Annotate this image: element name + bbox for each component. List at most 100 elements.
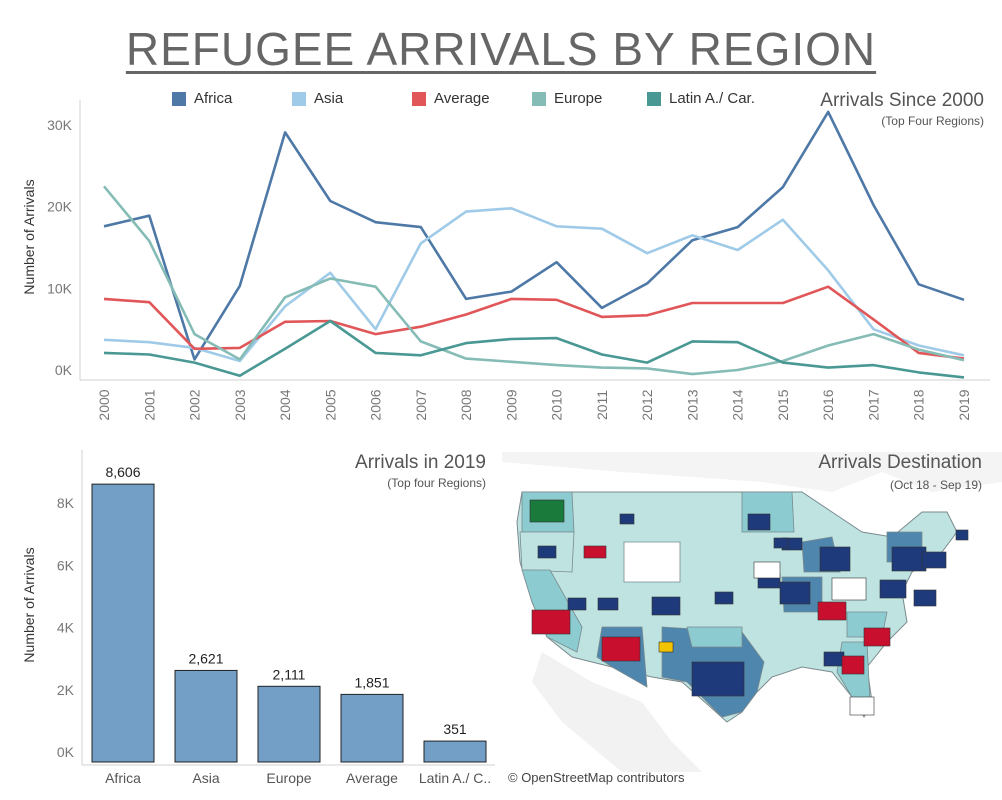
state-flag-icon (531, 609, 571, 635)
x-tick-label: 2016 (820, 389, 836, 420)
state-flag-icon (849, 696, 875, 716)
state-flag-icon (529, 499, 565, 523)
state-flag-icon (619, 513, 635, 525)
bar-chart: 0K 2K 4K 6K 8K Number of Arrivals 8,606 Africa 2… (21, 450, 495, 786)
state-flag-icon (819, 546, 851, 572)
bar (257, 685, 321, 763)
bar (423, 740, 487, 763)
x-tick-label: 2001 (141, 389, 157, 420)
legend-item[interactable]: Average (412, 90, 532, 107)
state-flag-icon (913, 589, 937, 607)
y-tick-label: 10K (47, 280, 73, 296)
state-flag-icon (714, 591, 734, 605)
bar-chart-title: Arrivals in 2019 (355, 452, 486, 473)
x-tick-label: 2014 (730, 389, 746, 420)
state-flag-icon (921, 551, 947, 569)
dashboard-title: REFUGEE ARRIVALS BY REGION (125, 23, 877, 75)
bar-value-label: 8,606 (105, 464, 140, 480)
line-chart-subtitle: (Top Four Regions) (881, 114, 984, 128)
state-flag-icon (863, 627, 891, 647)
state-flag-icon (747, 513, 771, 531)
bar-category-label: Average (346, 770, 398, 786)
bar-value-label: 1,851 (354, 674, 389, 690)
bar-value-label: 2,621 (188, 650, 223, 666)
state-flag-icon (831, 577, 867, 601)
x-tick-label: 2008 (458, 389, 474, 420)
mexico-land (532, 652, 702, 772)
x-tick-label: 2003 (232, 389, 248, 420)
x-tick-label: 2012 (639, 389, 655, 420)
state-flag-icon (841, 655, 865, 675)
x-tick-label: 2011 (594, 390, 610, 420)
line-legend: Africa Asia Average Europe Latin A./ Car. (172, 90, 787, 107)
bar-category-label: Europe (266, 770, 311, 786)
bar-y-tick-label: 6K (57, 557, 75, 573)
x-tick-label: 2002 (187, 389, 203, 420)
legend-swatch (412, 91, 426, 106)
series-line (103, 319, 965, 379)
y-tick-label: 30K (47, 117, 73, 133)
bar-chart-subtitle: (Top four Regions) (387, 476, 486, 490)
legend-label: Africa (194, 90, 233, 107)
state-flag-icon (779, 581, 811, 605)
legend-label: Asia (314, 90, 344, 107)
bar-category-label: Africa (105, 770, 141, 786)
state-flag-icon (567, 597, 587, 611)
x-tick-label: 2007 (413, 389, 429, 420)
bar-y-tick-label: 8K (57, 495, 75, 511)
y-axis-label: Number of Arrivals (21, 179, 37, 294)
bar (174, 669, 238, 763)
us-map[interactable] (502, 452, 1002, 772)
bar (340, 693, 404, 763)
state-flag-icon (537, 545, 557, 559)
x-tick-label: 2005 (322, 389, 338, 420)
legend-swatch (532, 91, 546, 106)
x-tick-label: 2017 (865, 389, 881, 420)
state-flag-icon (651, 596, 681, 616)
state-flag-icon (597, 597, 619, 611)
legend-label: Latin A./ Car. (669, 90, 755, 107)
series-line (103, 110, 965, 361)
state-flag-icon (691, 661, 745, 697)
line-chart-title: Arrivals Since 2000 (820, 90, 984, 111)
x-tick-label: 2010 (549, 389, 565, 420)
x-tick-label: 2019 (956, 389, 972, 420)
canada-land (502, 452, 1002, 492)
state-flag-icon (879, 579, 907, 599)
state-flag-icon (955, 529, 969, 541)
series-line (102, 185, 965, 376)
legend-item[interactable]: Europe (532, 90, 647, 107)
state-flag-icon (773, 537, 789, 549)
map-attribution[interactable]: © OpenStreetMap contributors (508, 770, 685, 785)
state-oklahoma[interactable] (686, 626, 743, 648)
x-tick-label: 2006 (368, 389, 384, 420)
legend-swatch (647, 91, 661, 106)
legend-item[interactable]: Africa (172, 90, 292, 107)
bar-value-label: 351 (443, 721, 467, 737)
map-subtitle: (Oct 18 - Sep 19) (889, 478, 982, 492)
bar-category-label: Asia (192, 770, 219, 786)
bar-y-tick-label: 0K (57, 744, 75, 760)
bar-category-label: Latin A./ C.. (419, 770, 491, 786)
legend-item[interactable]: Asia (292, 90, 412, 107)
bar (91, 483, 155, 763)
legend-swatch (292, 91, 306, 106)
y-tick-label: 20K (47, 199, 73, 215)
state-wyoming[interactable] (623, 541, 681, 583)
legend-item[interactable]: Latin A./ Car. (647, 90, 787, 107)
series-line (103, 207, 965, 363)
state-flag-icon (823, 651, 845, 667)
bar-y-tick-label: 4K (57, 620, 75, 636)
x-tick-label: 2013 (684, 389, 700, 420)
bar-y-tick-label: 2K (57, 682, 75, 698)
y-tick-label: 0K (55, 362, 73, 378)
map-title: Arrivals Destination (818, 452, 982, 473)
bar-value-label: 2,111 (273, 666, 306, 682)
legend-swatch (172, 91, 186, 106)
state-flag-icon (658, 641, 674, 653)
bar-y-axis-label: Number of Arrivals (21, 547, 37, 662)
state-flag-icon (817, 601, 847, 621)
legend-label: Europe (554, 90, 603, 107)
state-flag-icon (891, 546, 927, 572)
x-tick-label: 2004 (277, 389, 293, 420)
